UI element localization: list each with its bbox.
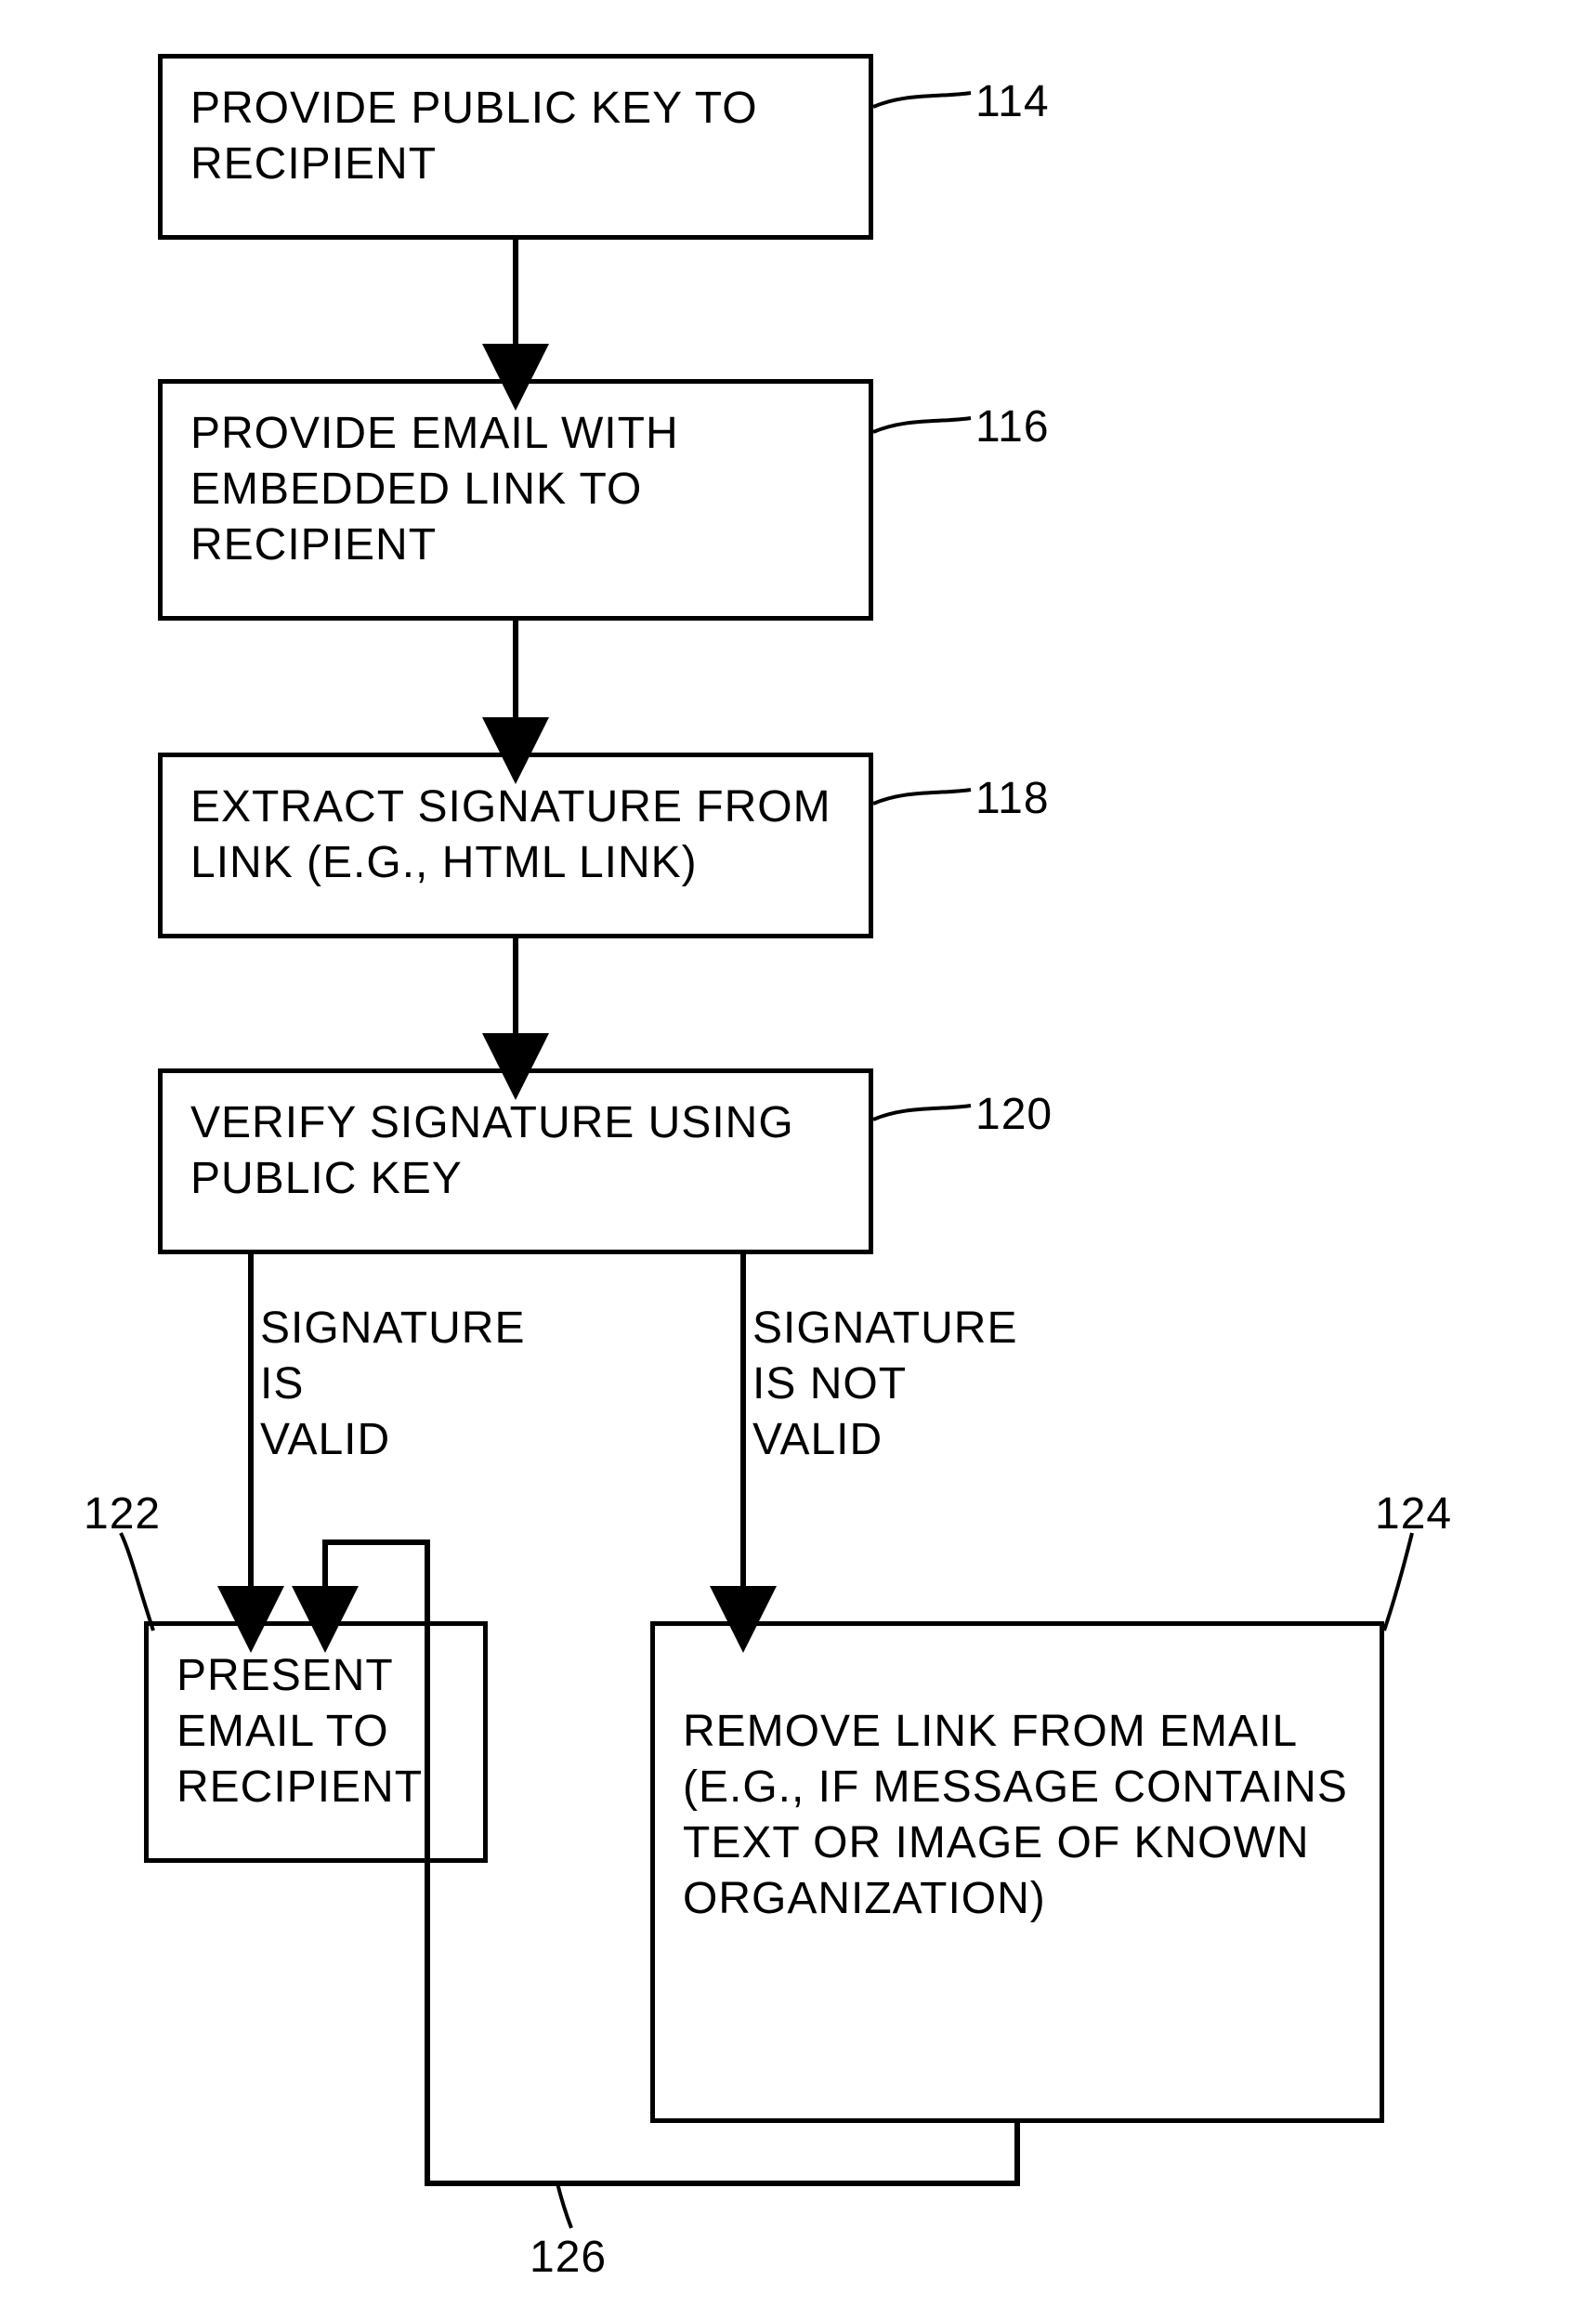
ref-116: 116 — [975, 400, 1050, 455]
lead-118 — [873, 790, 971, 804]
flowchart-canvas: PROVIDE PUBLIC KEY TO RECIPIENT PROVIDE … — [0, 0, 1596, 2306]
step-118-text: EXTRACT SIGNATURE FROM LINK (E.G., HTML … — [190, 782, 831, 887]
ref-122: 122 — [84, 1487, 161, 1542]
step-114-text: PROVIDE PUBLIC KEY TO RECIPIENT — [190, 84, 758, 189]
step-116-text: PROVIDE EMAIL WITH EMBEDDED LINK TO RECI… — [190, 409, 679, 570]
lead-120 — [873, 1106, 971, 1120]
ref-118: 118 — [975, 771, 1050, 827]
edge-label-not-valid: SIGNATURE IS NOT VALID — [752, 1301, 1017, 1468]
step-122-box: PRESENT EMAIL TO RECIPIENT — [144, 1621, 488, 1863]
step-120-box: VERIFY SIGNATURE USING PUBLIC KEY — [158, 1068, 873, 1254]
step-116-box: PROVIDE EMAIL WITH EMBEDDED LINK TO RECI… — [158, 379, 873, 621]
ref-120: 120 — [975, 1087, 1053, 1143]
lead-114 — [873, 93, 971, 107]
lead-124 — [1384, 1533, 1412, 1631]
lead-126 — [557, 2183, 571, 2228]
step-124-text: REMOVE LINK FROM EMAIL (E.G., IF MESSAGE… — [683, 1707, 1348, 1923]
step-124-box: REMOVE LINK FROM EMAIL (E.G., IF MESSAGE… — [650, 1621, 1384, 2123]
step-114-box: PROVIDE PUBLIC KEY TO RECIPIENT — [158, 54, 873, 240]
step-118-box: EXTRACT SIGNATURE FROM LINK (E.G., HTML … — [158, 753, 873, 938]
ref-114: 114 — [975, 74, 1050, 130]
lead-116 — [873, 418, 971, 432]
ref-126: 126 — [530, 2230, 607, 2286]
step-120-text: VERIFY SIGNATURE USING PUBLIC KEY — [190, 1098, 794, 1203]
lead-122 — [121, 1533, 153, 1631]
edge-label-valid: SIGNATURE IS VALID — [260, 1301, 525, 1468]
step-122-text: PRESENT EMAIL TO RECIPIENT — [177, 1651, 423, 1812]
ref-124: 124 — [1375, 1487, 1452, 1542]
